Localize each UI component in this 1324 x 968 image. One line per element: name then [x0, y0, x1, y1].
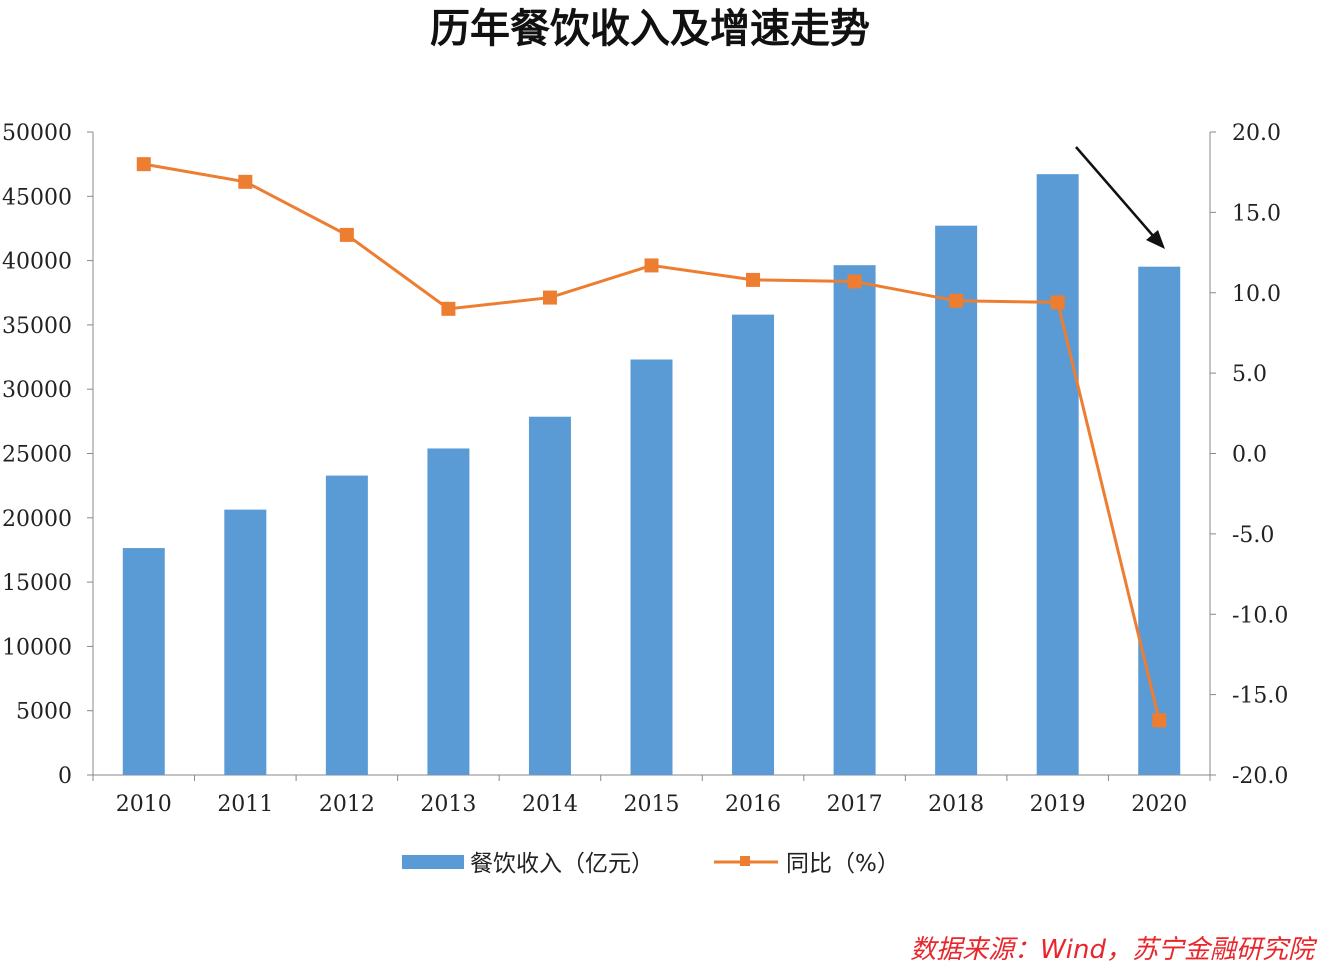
- left-tick-label: 50000: [2, 121, 72, 146]
- growth-marker-2011: [238, 174, 253, 189]
- left-tick-label: 30000: [2, 378, 72, 403]
- right-tick-label: -5.0: [1232, 523, 1274, 548]
- growth-marker-2016: [746, 272, 761, 287]
- source-note: 数据来源：Wind，苏宁金融研究院: [910, 935, 1318, 965]
- x-tick-label: 2013: [420, 792, 476, 817]
- x-tick-label: 2019: [1030, 792, 1086, 817]
- x-tick-label: 2017: [827, 792, 883, 817]
- legend-bar-swatch: [402, 855, 464, 869]
- legend-line-marker: [740, 856, 750, 866]
- left-tick-label: 0: [58, 764, 72, 789]
- left-tick-label: 45000: [2, 185, 72, 210]
- right-tick-label: -20.0: [1232, 764, 1288, 789]
- right-tick-label: 20.0: [1232, 121, 1281, 146]
- growth-marker-2012: [339, 227, 354, 242]
- right-tick-label: -10.0: [1232, 603, 1288, 628]
- right-tick-label: 10.0: [1232, 282, 1281, 307]
- growth-marker-2010: [136, 157, 151, 172]
- legend-bar-label: 餐饮收入（亿元）: [470, 851, 654, 877]
- bar-2014: [528, 416, 571, 775]
- bar-2011: [224, 509, 267, 775]
- bar-2018: [935, 225, 978, 775]
- growth-marker-2018: [949, 293, 964, 308]
- x-tick-label: 2016: [725, 792, 781, 817]
- left-tick-label: 5000: [16, 700, 72, 725]
- growth-marker-2013: [441, 301, 456, 316]
- left-tick-label: 25000: [2, 443, 72, 468]
- right-tick-label: -15.0: [1232, 684, 1288, 709]
- right-tick-label: 5.0: [1232, 362, 1267, 387]
- left-tick-label: 35000: [2, 314, 72, 339]
- left-tick-label: 40000: [2, 250, 72, 275]
- annotation-arrow: [1075, 146, 1156, 239]
- growth-marker-2015: [644, 258, 659, 273]
- bar-2015: [630, 359, 673, 775]
- bar-2013: [427, 448, 470, 775]
- growth-marker-2014: [542, 290, 557, 305]
- bar-2020: [1138, 266, 1181, 775]
- growth-marker-2019: [1050, 295, 1065, 310]
- growth-marker-2017: [847, 274, 862, 289]
- x-tick-label: 2012: [319, 792, 375, 817]
- annotation-arrowhead-icon: [1146, 230, 1165, 249]
- left-tick-label: 10000: [2, 635, 72, 660]
- x-tick-label: 2011: [217, 792, 273, 817]
- bar-2016: [732, 314, 775, 775]
- right-tick-label: 15.0: [1232, 201, 1281, 226]
- bar-2010: [122, 548, 165, 775]
- right-tick-label: 0.0: [1232, 443, 1267, 468]
- x-tick-label: 2010: [116, 792, 172, 817]
- left-tick-label: 15000: [2, 571, 72, 596]
- bar-2012: [325, 475, 368, 775]
- left-tick-label: 20000: [2, 507, 72, 532]
- x-tick-label: 2014: [522, 792, 578, 817]
- growth-marker-2020: [1152, 713, 1167, 728]
- legend-line-label: 同比（%）: [786, 851, 900, 877]
- chart-title: 历年餐饮收入及增速走势: [430, 6, 870, 52]
- legend: 餐饮收入（亿元） 同比（%）: [402, 851, 900, 877]
- bar-2019: [1036, 174, 1079, 775]
- bar-2017: [833, 265, 876, 775]
- x-tick-label: 2018: [928, 792, 984, 817]
- x-tick-label: 2015: [624, 792, 680, 817]
- x-tick-label: 2020: [1131, 792, 1187, 817]
